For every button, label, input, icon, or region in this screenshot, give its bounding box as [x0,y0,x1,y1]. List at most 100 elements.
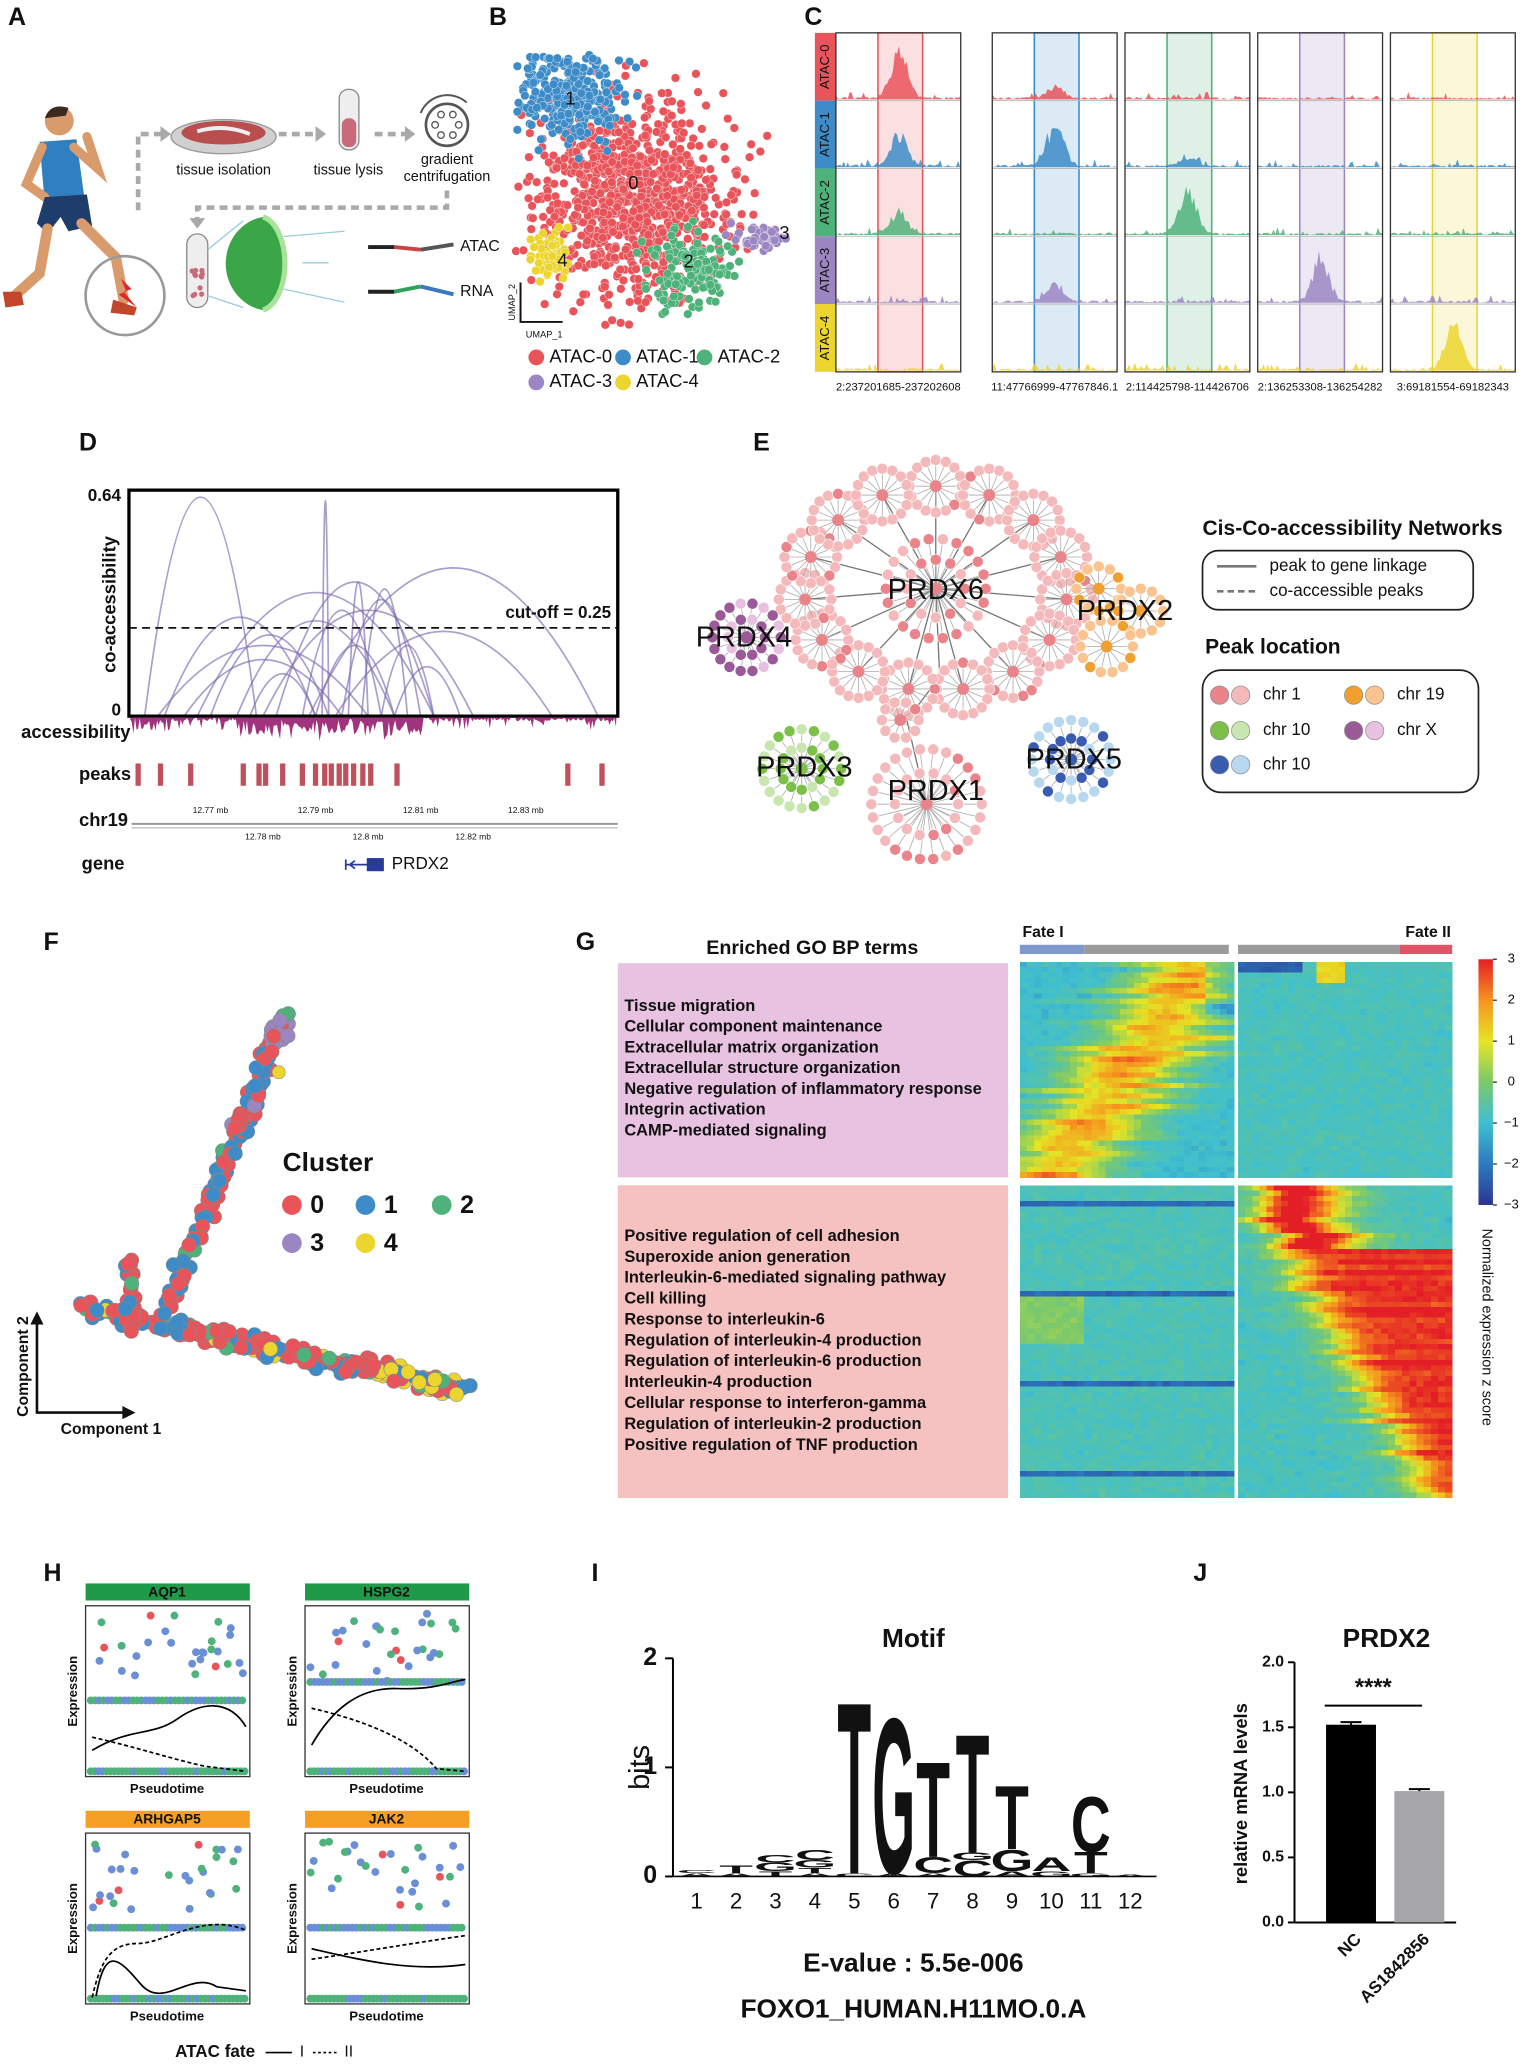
heatmap-cell [1076,1019,1085,1026]
step-label: centrifugation [404,169,491,185]
heatmap-cell [1148,1067,1156,1073]
heatmap-cell [1252,1024,1260,1031]
heatmap-cell [1330,993,1339,1000]
heatmap-cell [1098,961,1106,968]
peak-node [897,620,909,633]
heatmap-cell [1259,1003,1267,1010]
peak-node [791,644,804,656]
heatmap-cell [1041,1030,1049,1036]
heatmap-cell [1148,967,1156,973]
umap-point [662,191,672,201]
heatmap-cell [1184,1056,1192,1063]
peak-node [902,656,915,669]
umap-point [675,144,685,154]
heatmap-cell [1119,1009,1128,1015]
umap-point [667,96,677,106]
heatmap-cell [1316,1024,1325,1031]
heatmap-cell [1191,1114,1199,1120]
modality-label: RNA [460,283,494,300]
heatmap-cell [1366,1003,1375,1010]
umap-point [527,201,537,211]
heatmap-cell [1345,967,1353,973]
peak-node [1033,730,1046,743]
heatmap-cell [1302,1035,1310,1042]
heatmap-cell [1055,1009,1064,1015]
heatmap-cell [1238,1003,1246,1010]
heatmap-cell [1273,1009,1282,1015]
heatmap-cell [1041,961,1049,968]
heatmap-cell [1380,977,1389,984]
heatmap-cell [1295,967,1303,973]
heatmap-cell [1323,993,1332,1000]
heatmap-cell [1027,1045,1035,1052]
heatmap-cell [1252,1098,1260,1105]
centrifuge-slot [448,110,457,119]
scale-label: 12.77 mb [193,805,229,815]
legend-label: ATAC-1 [636,345,699,366]
heatmap-cell [1098,1103,1106,1110]
peak-node [1027,488,1040,500]
runner-torso [39,139,85,205]
heatmap-cell [1162,1045,1171,1052]
heatmap-cell [1205,1030,1214,1036]
heatmap-cell [1409,1009,1417,1015]
heatmap-cell [1019,1119,1028,1126]
umap-point [571,67,581,77]
heatmap-cell [1273,1035,1282,1042]
heatmap-cell [1409,998,1417,1005]
heatmap-cell [1034,993,1042,1000]
heatmap-cell [1126,1119,1135,1126]
heatmap-cell [1287,1030,1296,1036]
heatmap-cell [1034,1014,1042,1021]
heatmap-cell [1226,1109,1235,1115]
heatmap-cell [1134,1019,1142,1026]
heatmap-cell [1019,1061,1028,1068]
heatmap-cell [1184,1109,1192,1115]
umap-point [667,111,677,121]
heatmap-cell [1027,972,1035,979]
umap-point [527,120,537,130]
heatmap-cell [1252,1093,1260,1099]
heatmap-cell [1205,993,1214,1000]
heatmap-cell [1169,1114,1178,1120]
axis-label: UMAP_2 [507,284,517,321]
heatmap-cell [1098,1014,1106,1021]
heatmap-cell [1126,1051,1135,1057]
umap-point [761,241,771,251]
heatmap-cell [1287,1040,1296,1047]
heatmap-cell [1245,1077,1253,1084]
arrow-head [189,218,206,229]
heatmap-cell [1034,988,1042,994]
heatmap-cell [1416,1072,1425,1078]
heatmap-cell [1198,1009,1206,1015]
peak-node [808,725,820,738]
heatmap-cell [1273,1024,1282,1031]
heatmap-cell [1416,1003,1425,1010]
heatmap-cell [1423,1061,1432,1068]
heatmap-cell [1273,988,1282,994]
heatmap-cell [1084,1056,1092,1063]
heatmap-cell [1316,1109,1325,1115]
umap-point [694,141,704,151]
umap-point [652,183,662,193]
heatmap-cell [1105,1061,1114,1068]
heatmap-cell [1126,1024,1135,1031]
heatmap-cell [1091,1098,1099,1105]
peak-node [952,843,964,856]
heatmap-cell [1027,1103,1035,1110]
heatmap-cell [1226,1035,1235,1042]
heatmap-cell [1162,1088,1171,1094]
heatmap-cell [1302,1003,1310,1010]
heatmap-cell [1337,1067,1346,1073]
legend-swatch [528,349,545,366]
heatmap-cell [1380,1082,1389,1089]
heatmap-cell [1126,993,1135,1000]
heatmap-cell [1445,993,1453,1000]
heatmap-cell [1027,1119,1035,1126]
heatmap-cell [1280,972,1289,979]
umap-point [706,139,716,149]
heatmap-cell [1141,961,1149,968]
heatmap-cell [1048,1024,1056,1031]
trajectory-cell [427,1372,443,1388]
heatmap-cell [1323,1003,1332,1010]
